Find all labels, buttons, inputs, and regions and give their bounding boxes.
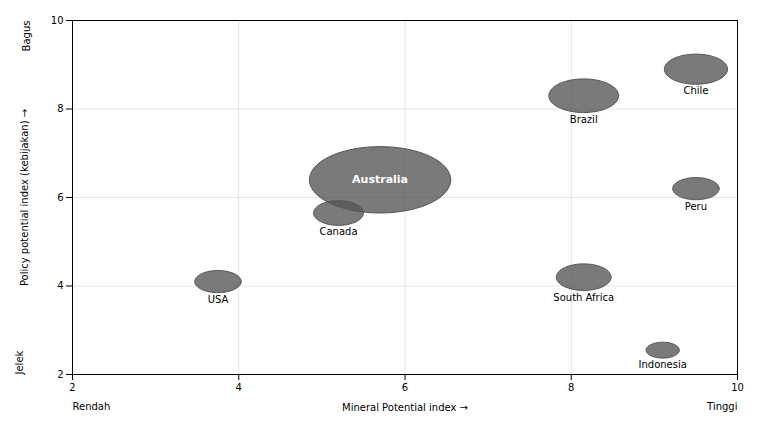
svg-text:South Africa: South Africa — [553, 292, 614, 303]
svg-text:Indonesia: Indonesia — [639, 359, 687, 370]
svg-text:2: 2 — [69, 382, 75, 393]
svg-text:Brazil: Brazil — [570, 114, 598, 125]
svg-text:Tinggi: Tinggi — [706, 401, 737, 412]
svg-text:10: 10 — [51, 15, 64, 26]
svg-text:2: 2 — [57, 369, 63, 380]
svg-text:Bagus: Bagus — [21, 21, 32, 52]
svg-text:4: 4 — [57, 280, 63, 291]
svg-text:6: 6 — [57, 192, 63, 203]
svg-text:6: 6 — [402, 382, 408, 393]
svg-text:Chile: Chile — [683, 85, 708, 96]
svg-text:Mineral Potential index →: Mineral Potential index → — [342, 402, 468, 413]
svg-text:USA: USA — [208, 294, 229, 305]
svg-text:Policy potential index (kebija: Policy potential index (kebijakan) → — [19, 109, 30, 286]
svg-text:Canada: Canada — [319, 226, 357, 237]
svg-text:4: 4 — [236, 382, 242, 393]
svg-text:8: 8 — [568, 382, 574, 393]
svg-text:Rendah: Rendah — [73, 401, 111, 412]
svg-text:10: 10 — [731, 382, 744, 393]
svg-text:Peru: Peru — [685, 201, 707, 212]
svg-text:Jelek: Jelek — [14, 350, 25, 375]
svg-text:8: 8 — [57, 103, 63, 114]
svg-text:Australia: Australia — [352, 173, 408, 186]
